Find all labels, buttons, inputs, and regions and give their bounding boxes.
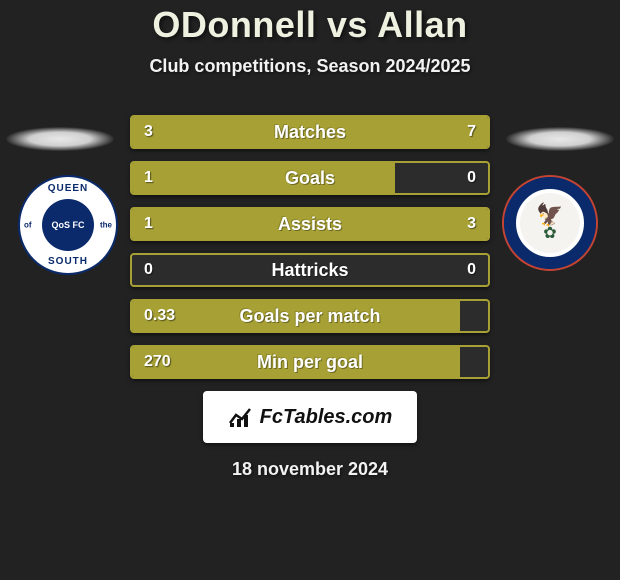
stat-label: Min per goal: [132, 347, 488, 377]
comparison-stage: QUEEN of the QoS FC SOUTH 🦅 ✿ 37Matches 1…: [0, 115, 620, 480]
brand-text: FcTables.com: [260, 406, 393, 429]
stat-label: Assists: [132, 209, 488, 239]
subtitle: Club competitions, Season 2024/2025: [0, 56, 620, 77]
qos-inner: QoS FC: [42, 199, 94, 251]
brand-badge[interactable]: FcTables.com: [203, 391, 417, 443]
stat-label: Goals: [132, 163, 488, 193]
inv-crest: 🦅 ✿: [502, 175, 598, 271]
club-badge-left: QUEEN of the QoS FC SOUTH: [18, 175, 118, 275]
stat-bars: 37Matches 10Goals 13Assists 00Hattricks 0.33…: [130, 115, 490, 379]
club-badge-right: 🦅 ✿: [502, 175, 602, 275]
stat-row: 13Assists: [130, 207, 490, 241]
stat-row: 37Matches: [130, 115, 490, 149]
stat-label: Hattricks: [132, 255, 488, 285]
eagle-icon: 🦅: [536, 204, 563, 226]
date-text: 18 november 2024: [0, 459, 620, 480]
stat-label: Matches: [132, 117, 488, 147]
qos-bottom-text: SOUTH: [20, 256, 116, 267]
qos-top-text: QUEEN: [20, 183, 116, 194]
stat-row: 10Goals: [130, 161, 490, 195]
spotlight-right: [506, 127, 614, 151]
stat-label: Goals per match: [132, 301, 488, 331]
page-title: ODonnell vs Allan: [0, 4, 620, 46]
stat-row: 0.33Goals per match: [130, 299, 490, 333]
chart-icon: [228, 405, 254, 429]
inv-center: 🦅 ✿: [520, 193, 580, 253]
qos-right-text: the: [100, 221, 112, 230]
stat-row: 270Min per goal: [130, 345, 490, 379]
qos-crest: QUEEN of the QoS FC SOUTH: [18, 175, 118, 275]
thistle-icon: ✿: [543, 226, 556, 242]
spotlight-left: [6, 127, 114, 151]
stat-row: 00Hattricks: [130, 253, 490, 287]
qos-left-text: of: [24, 221, 32, 230]
